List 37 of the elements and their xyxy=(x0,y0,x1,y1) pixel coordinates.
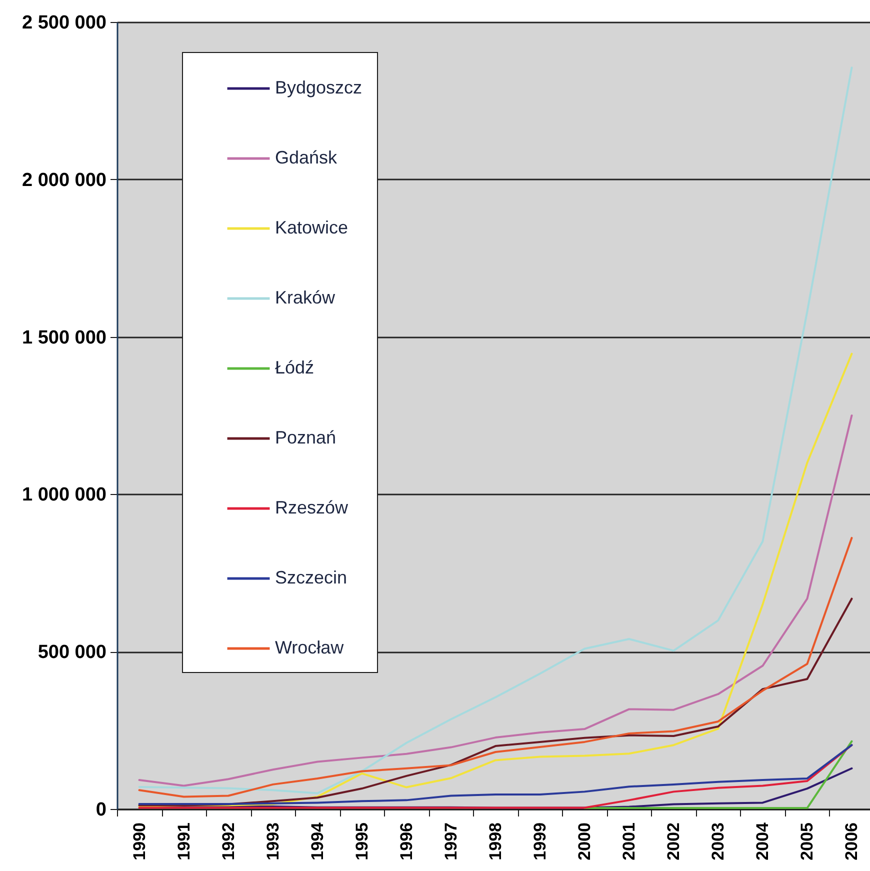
line-series xyxy=(138,598,853,806)
x-tick-label: 1994 xyxy=(308,822,327,860)
x-tick-label: 1992 xyxy=(218,822,238,860)
y-tick-label: 2 000 000 xyxy=(22,170,106,191)
line-series xyxy=(138,536,853,798)
y-tick-label: 500 000 xyxy=(38,642,106,664)
x-tick-label: 1993 xyxy=(263,822,282,860)
x-tick-label: 2000 xyxy=(575,822,594,860)
y-tick-label: 0 xyxy=(96,800,106,820)
x-tick-label: 2004 xyxy=(753,822,772,860)
x-tick-label: 1998 xyxy=(486,822,505,860)
legend-label: Kraków xyxy=(275,288,336,308)
y-tick-label: 1 500 000 xyxy=(22,327,106,348)
legend-label: Poznań xyxy=(275,428,336,448)
x-tick-label: 2002 xyxy=(664,822,684,860)
x-tick-label: 2005 xyxy=(798,822,817,860)
x-tick-label: 1997 xyxy=(441,822,460,860)
line-series xyxy=(138,66,853,794)
x-tick-label: 1990 xyxy=(130,822,149,860)
line-series xyxy=(138,352,853,808)
x-tick-label: 1996 xyxy=(396,822,416,860)
x-tick-label: 2003 xyxy=(708,822,728,860)
x-tick-label: 2006 xyxy=(842,822,862,860)
legend-label: Rzeszów xyxy=(275,498,350,518)
y-tick-label: 2 500 000 xyxy=(22,12,106,34)
x-tick-label: 1995 xyxy=(352,822,372,860)
legend-label: Wrocław xyxy=(275,638,345,658)
y-tick-label: 1 000 000 xyxy=(22,484,106,506)
legend-label: Szczecin xyxy=(275,568,348,588)
legend-label: Łódź xyxy=(275,358,314,378)
legend-label: Bydgoszcz xyxy=(275,78,362,98)
line-series xyxy=(138,414,853,787)
x-tick-label: 2001 xyxy=(620,822,639,860)
legend-label: Gdańsk xyxy=(275,148,338,168)
x-tick-label: 1999 xyxy=(530,822,550,860)
x-tick-label: 1991 xyxy=(174,822,194,860)
legend-label: Katowice xyxy=(275,218,348,238)
